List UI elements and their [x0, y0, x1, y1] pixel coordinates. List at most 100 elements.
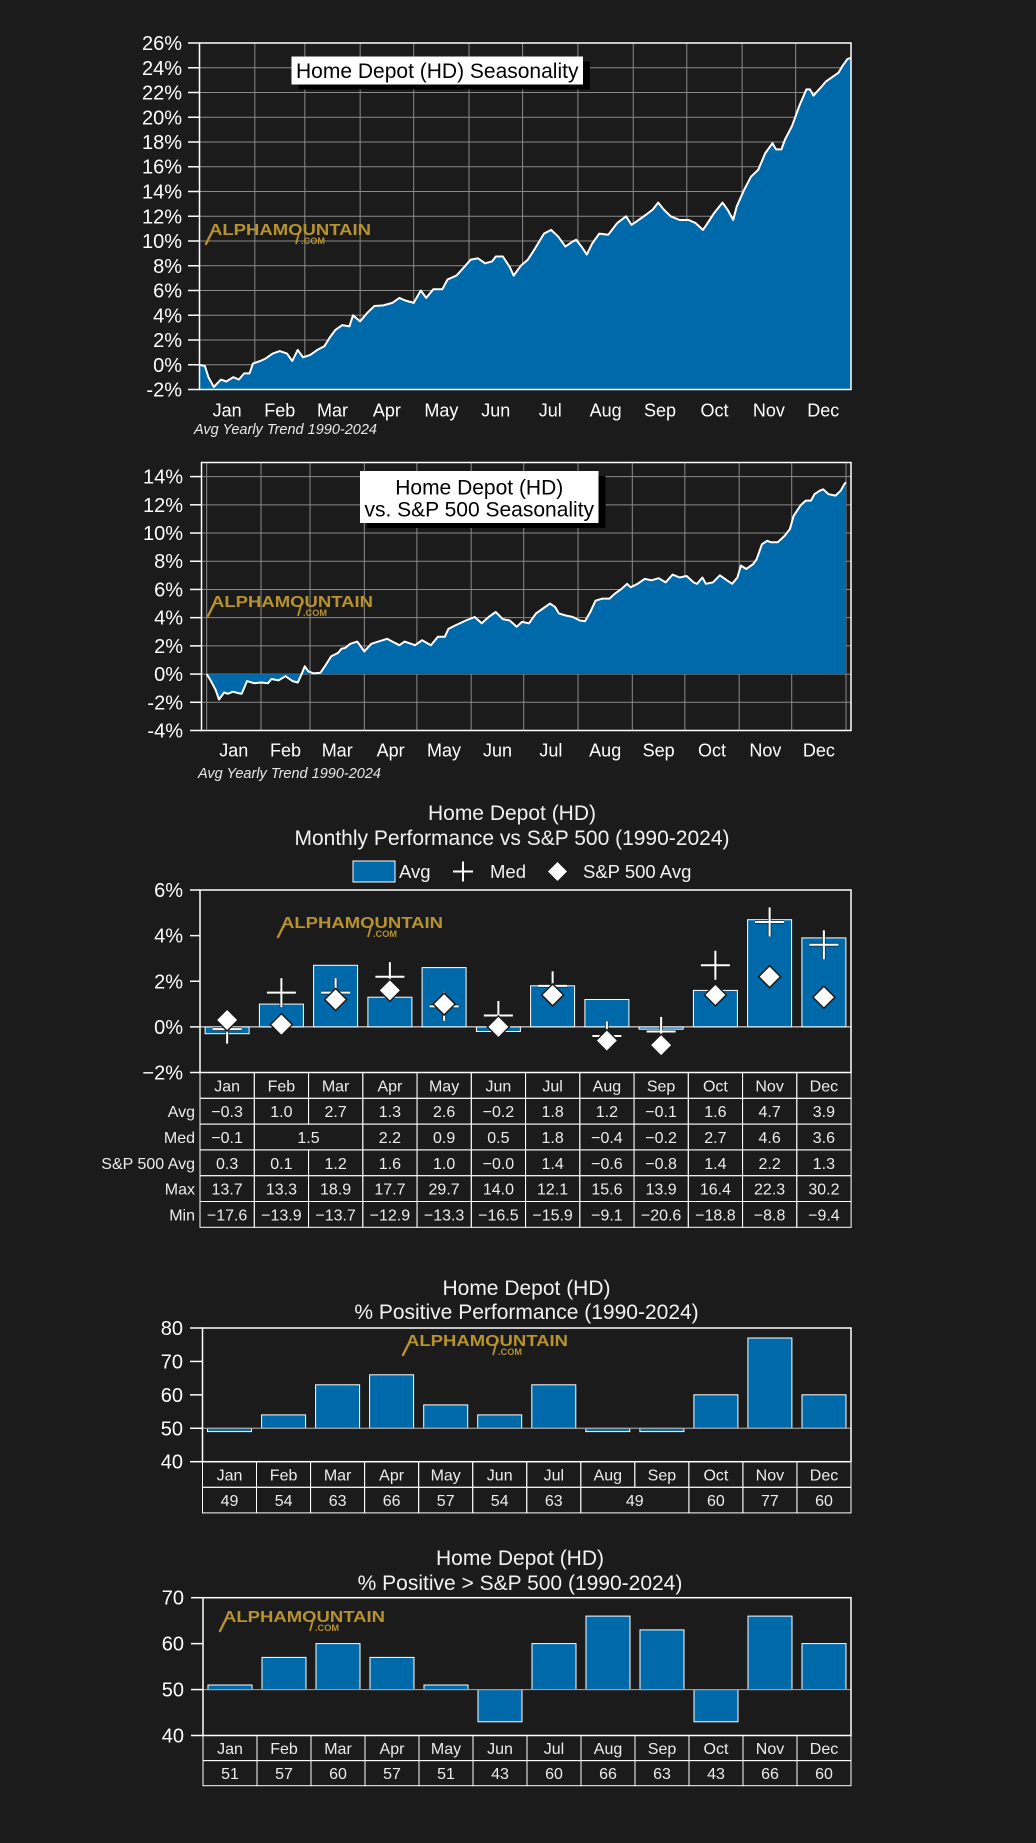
pct-bar	[315, 1384, 361, 1429]
table-cell-text: −16.5	[478, 1207, 519, 1224]
table-cell-text: Feb	[268, 1078, 296, 1095]
pct-bar	[477, 1689, 523, 1723]
x-tick-label: Jan	[219, 741, 248, 761]
alphamountain-logo: ALPHAMOUNTAIN.COM	[401, 1333, 568, 1358]
table-row: Med −0.1 1.5 2.2 0.9 0.5 1.8 −0.4 −0.2 2.7 4.6 3.6	[164, 1123, 852, 1151]
table-cell-text: 0.9	[433, 1130, 455, 1147]
y-tick-label: 12%	[143, 495, 183, 517]
table-cell-text: Jun	[486, 1078, 512, 1095]
logo-mountain-icon	[401, 1343, 410, 1357]
pct-bar	[423, 1404, 469, 1429]
avg-bar	[584, 999, 630, 1028]
logo-mountain-icon	[206, 604, 215, 618]
pct-bar	[747, 1337, 793, 1429]
median-cross-marker	[809, 930, 839, 960]
hd-vs-sp500-seasonality-chart: ALPHAMOUNTAIN.COM -4% -2% 0% 2% 4% 6% 8% 10% 12% 1…	[143, 461, 852, 782]
logo-mountain-icon	[295, 232, 300, 245]
table-cell-text: Feb	[270, 1741, 298, 1758]
y-tick-label: 0%	[154, 1017, 183, 1039]
table-cell-text: 14.0	[483, 1182, 514, 1199]
table-cell-text: 51	[437, 1766, 455, 1783]
y-tick-label: 14%	[143, 467, 183, 489]
logo-mountain-icon	[204, 232, 213, 246]
y-tick-label: 2%	[154, 971, 183, 993]
table-row: Max 13.7 13.3 18.9 17.7 29.7 14.0 12.1 15.6 13.9 1…	[165, 1175, 852, 1202]
pct-bar	[369, 1374, 415, 1429]
table-cell-text: Aug	[594, 1468, 622, 1485]
trend-area	[199, 57, 851, 390]
y-tick-label: −2%	[142, 1063, 183, 1085]
table-cell-text: Sep	[648, 1741, 677, 1758]
pct-bar	[693, 1394, 739, 1429]
table-cell-text: −0.2	[645, 1130, 677, 1147]
pct-bar	[693, 1689, 739, 1723]
table-cell-text: Mar	[324, 1741, 352, 1758]
pct-bar	[531, 1643, 577, 1690]
table-cell-text: Mar	[322, 1078, 350, 1095]
y-tick-label: -2%	[147, 692, 183, 714]
table-cell-text: 4.6	[758, 1130, 780, 1147]
x-tick-label: Mar	[317, 401, 348, 421]
sp500-avg-diamond-marker	[649, 1033, 674, 1058]
sp500-avg-diamond-marker	[594, 1028, 619, 1053]
table-cell-text: Sep	[648, 1468, 677, 1485]
table-cell-text: Apr	[379, 1468, 405, 1485]
y-tick-label: 22%	[142, 83, 182, 105]
table-cell-text: Sep	[647, 1078, 676, 1095]
table-cell-text: 1.5	[297, 1130, 319, 1147]
table-cell-text: Jul	[542, 1078, 562, 1095]
table-cell-text: 1.4	[704, 1156, 726, 1173]
table-cell-text: 49	[626, 1493, 644, 1510]
table-cell-text: 13.7	[212, 1182, 243, 1199]
table-cell-text: Jan	[217, 1468, 243, 1485]
table-row: Avg −0.3 1.0 2.7 1.3 2.6 −0.2 1.8 1.2 −0.1 1.6 4.7 3…	[168, 1097, 852, 1125]
table-cell-text: 15.6	[591, 1182, 622, 1199]
table-cell-text: −13.3	[424, 1207, 465, 1224]
plot-frame	[200, 461, 852, 732]
table-cell-text: 66	[761, 1766, 779, 1783]
chart-title: Home Depot (HD)	[395, 477, 563, 500]
monthly-performance-chart: Home Depot (HD)Monthly Performance vs S&…	[101, 802, 852, 1228]
table-cell-text: 2.2	[379, 1130, 401, 1147]
y-tick-label: 4%	[154, 926, 183, 948]
logo-mountain-icon	[218, 1619, 227, 1633]
table-cell-text: Jun	[487, 1468, 513, 1485]
table-cell-text: 29.7	[429, 1182, 460, 1199]
table-cell-text: −0.1	[211, 1130, 243, 1147]
table-cell-text: 13.9	[646, 1182, 677, 1199]
table-cell-text: Jul	[544, 1468, 564, 1485]
table-cell-text: 12.1	[537, 1182, 568, 1199]
table-cell-text: 2.7	[324, 1104, 346, 1121]
sp500-avg-diamond-marker	[323, 987, 348, 1012]
logo-wordmark: ALPHAMOUNTAIN	[223, 1609, 385, 1626]
table-cell-text: −0.3	[211, 1104, 243, 1121]
alphamountain-logo: ALPHAMOUNTAIN.COM	[206, 594, 373, 619]
table-cell-text: −0.2	[483, 1104, 515, 1121]
table-cell-text: −0.6	[591, 1156, 623, 1173]
x-tick-label: Feb	[270, 741, 301, 761]
table-cell-text: 60	[329, 1766, 347, 1783]
data-table: Jan Feb Mar Apr May Jun Jul Aug Sep Oct Nov Dec 49 54…	[202, 1461, 852, 1514]
table-cell-text: 17.7	[374, 1182, 405, 1199]
y-tick-label: 2%	[153, 330, 182, 352]
chart-legend: Avg Med S&P 500 Avg	[352, 859, 691, 884]
table-cell	[796, 1201, 852, 1228]
table-cell-text: 2.2	[758, 1156, 780, 1173]
table-row: 49 54 63 66 57 54 63 49 60 77 60	[202, 1486, 852, 1514]
y-tick-label: 8%	[153, 256, 182, 278]
table-cell-text: 1.3	[813, 1156, 835, 1173]
legend-label: Avg	[399, 861, 431, 882]
title-box	[291, 56, 583, 85]
table-cell-text: −12.9	[370, 1207, 411, 1224]
logo-wordmark: ALPHAMOUNTAIN	[209, 222, 371, 239]
logo-domain: .COM	[301, 236, 325, 247]
chart-title: Home Depot (HD)	[442, 1277, 610, 1300]
table-cell-text: −8.8	[754, 1207, 786, 1224]
pct-bar	[207, 1684, 253, 1691]
x-tick-label: Apr	[373, 401, 401, 421]
logo-domain: .COM	[303, 608, 327, 619]
table-cell-text: Dec	[810, 1078, 838, 1095]
table-cell-text: Aug	[593, 1078, 621, 1095]
chart-title: % Positive > S&P 500 (1990-2024)	[358, 1572, 683, 1595]
